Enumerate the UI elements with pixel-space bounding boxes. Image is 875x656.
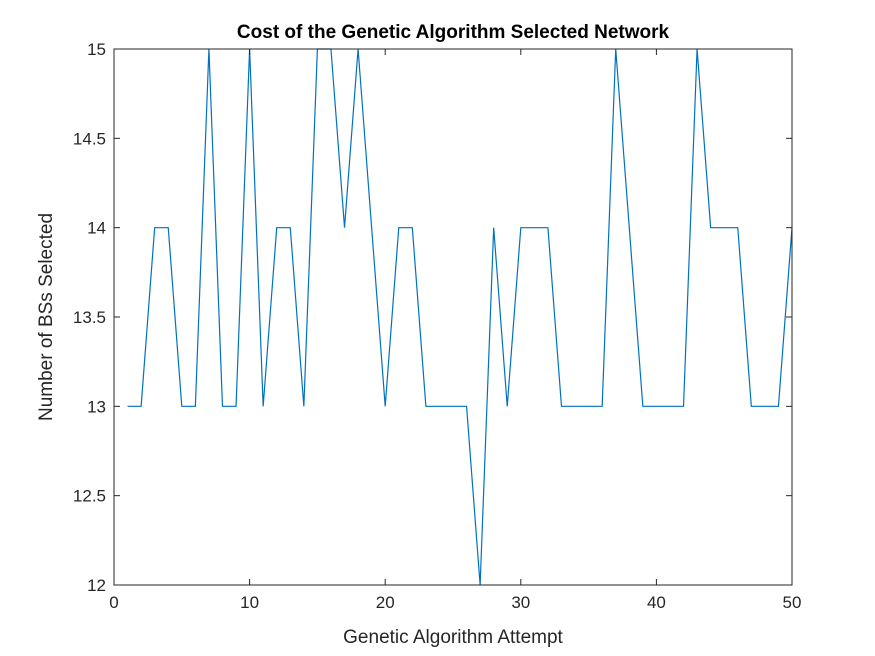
y-tick-label: 14.5 (73, 129, 106, 148)
y-tick-label: 14 (87, 219, 106, 238)
x-tick-label: 40 (647, 593, 666, 612)
chart-title: Cost of the Genetic Algorithm Selected N… (237, 22, 670, 43)
ticks-layer: 0 10 20 30 40 50 12 12.5 13 13.5 14 14.5 15 (73, 40, 802, 612)
x-tick-label: 10 (240, 593, 259, 612)
x-axis-label: Genetic Algorithm Attempt (343, 627, 563, 648)
x-tick-label: 30 (511, 593, 530, 612)
y-tick-label: 12.5 (73, 487, 106, 506)
series-layer (127, 48, 793, 586)
y-tick-label: 13 (87, 397, 106, 416)
x-tick-label: 0 (109, 593, 118, 612)
x-tick-label: 20 (376, 593, 395, 612)
y-axis-label: Number of BSs Selected (36, 213, 57, 421)
y-tick-label: 15 (87, 40, 106, 59)
plot-area (114, 49, 792, 585)
x-tick-label: 50 (783, 593, 802, 612)
y-tick-label: 12 (87, 576, 106, 595)
y-tick-label: 13.5 (73, 308, 106, 327)
series-line-1 (127, 48, 793, 586)
